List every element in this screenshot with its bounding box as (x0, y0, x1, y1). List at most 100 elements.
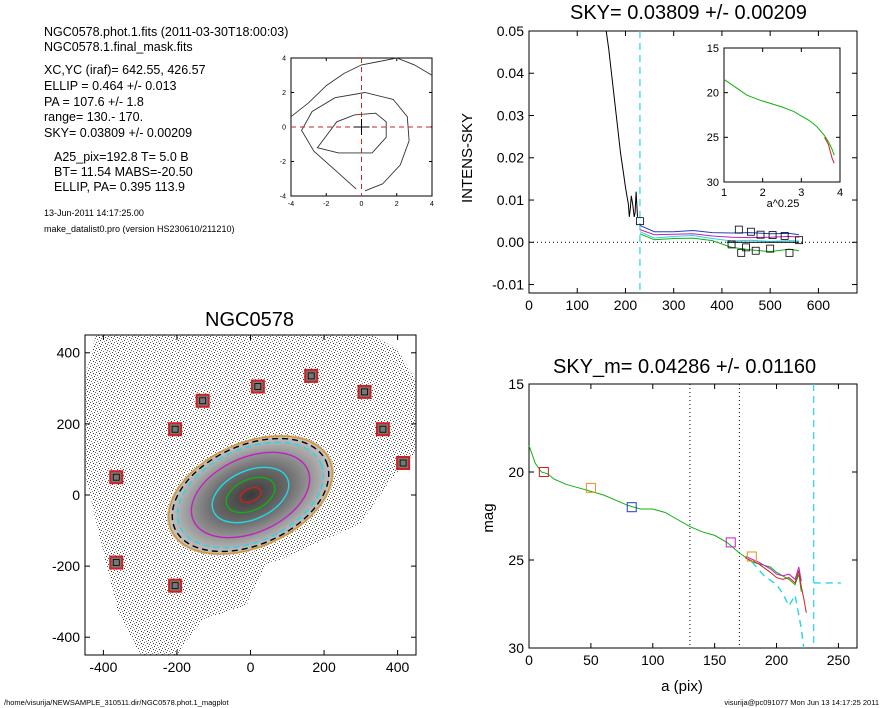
sbprofile-xtick-label: 100 (641, 652, 665, 668)
sbprofile-ytick-label: 15 (508, 376, 524, 392)
isophote-ellipse (190, 451, 311, 539)
isophote-ellipse (239, 486, 262, 504)
contour-xtick-label: -4 (288, 201, 294, 208)
galaxy-ytick-label: -400 (52, 629, 80, 645)
sky-box-inner (399, 459, 407, 467)
isophote-ellipse (168, 435, 333, 555)
contour-line (301, 92, 410, 192)
axis-labels: INTENS-SKY mag a (pix) a^0.25 (459, 113, 799, 695)
sky-box-inner (379, 425, 387, 433)
contour-xtick-label: 4 (430, 201, 434, 208)
sky-box (168, 422, 183, 437)
sky-xtick-label: 600 (807, 297, 831, 313)
sbprofile-ytick-label: 25 (508, 552, 524, 568)
header-pa: PA = 107.6 +/- 1.8 (44, 95, 144, 109)
sky-ytick-label: 0.01 (497, 192, 524, 208)
header-date: 13-Jun-2011 14:17:25.00 (44, 208, 144, 218)
galaxy-panel: -400 -200 0 200 400 -400 -200 0 200 400 (52, 334, 417, 675)
sky-box (250, 379, 265, 394)
sky-plot-title: SKY= 0.03809 +/- 0.00209 (570, 2, 807, 24)
sky-marker (768, 231, 777, 240)
galaxy-ytick-label: -200 (52, 558, 80, 574)
sky-series-line (605, 30, 638, 218)
sky-box-inner (199, 397, 207, 405)
sbprofile-xtick-label: 200 (765, 652, 789, 668)
sky-box-inner (171, 582, 179, 590)
sky-xtick-label: 0 (525, 297, 533, 313)
contour-panel: -4 -2 0 2 4 -4 -2 0 2 4 (280, 55, 434, 208)
contour-ytick-label: 2 (282, 90, 286, 97)
profile-series-line (528, 445, 802, 592)
sky-box (109, 470, 124, 485)
sky-box-inner (171, 425, 179, 433)
inset-panel: 1 2 3 4 15 20 25 30 (707, 43, 843, 199)
sky-series-line (639, 233, 800, 253)
galaxy-xtick-label: -200 (163, 659, 191, 675)
sbprofile-ytick-label: 20 (508, 464, 524, 480)
header-bt: BT= 11.54 MABS=-20.50 (54, 165, 193, 179)
galaxy-light (167, 434, 334, 556)
sky-ytick-label: 0.03 (497, 107, 524, 123)
inset-xtick-label: 2 (760, 187, 766, 199)
sky-ytick-label: 0.04 (497, 65, 524, 81)
sky-marker (795, 236, 804, 245)
sky-box (304, 368, 319, 383)
isophote-ellipse (171, 437, 330, 553)
profile-marker (746, 551, 757, 562)
sbprofile-xtick-label: 50 (583, 652, 599, 668)
galaxy-xtick-label: 200 (312, 659, 336, 675)
sky-marker (636, 217, 644, 226)
sky-marker (780, 232, 789, 240)
contour-ytick-label: -4 (280, 193, 286, 200)
galaxy-ytick-label: 0 (72, 487, 80, 503)
sky-xtick-label: 500 (758, 297, 782, 313)
sky-frame (528, 30, 858, 294)
galaxy-xtick-label: 400 (386, 659, 410, 675)
header-line1: NGC0578.phot.1.fits (2011-03-30T18:00:03… (44, 25, 289, 39)
footer-user: visurija@pc091077 Mon Jun 13 14:17:25 20… (724, 698, 879, 707)
sky-marker (785, 248, 794, 257)
profile-title: SKY_m= 0.04286 +/- 0.01160 (553, 356, 817, 378)
galaxy-xtick-label: 0 (247, 659, 255, 675)
header-xcyc: XC,YC (iraf)= 642.55, 426.57 (44, 63, 206, 77)
sky-box-inner (112, 473, 120, 481)
contour-xtick-label: -2 (323, 201, 329, 208)
inset-ytick-label: 30 (707, 177, 719, 189)
profile-marker (538, 467, 549, 477)
inset-ytick-label: 20 (707, 88, 719, 100)
sbprofile-ytick-label: 30 (508, 640, 524, 656)
sky-xtick-label: 300 (662, 297, 686, 313)
sky-marker (751, 246, 760, 255)
sbprofile-xtick-label: 0 (525, 652, 533, 668)
sky-xtick-label: 100 (566, 297, 590, 313)
header-program: make_datalist0.pro (version HS230610/211… (44, 224, 235, 234)
sky-panel: 0 100 200 300 400 500 600 -0.01 0.00 0.01 0.02 0.03… (492, 23, 858, 313)
sky-box-inner (307, 372, 315, 380)
sky-series-line (639, 229, 800, 239)
contour-xtick-label: 2 (395, 201, 399, 208)
header-ellip-pa: ELLIP, PA= 0.395 113.9 (54, 180, 186, 194)
profile-series-line (745, 556, 802, 582)
galaxy-xtick-label: -400 (89, 659, 117, 675)
profile-ylabel: mag (480, 503, 497, 532)
sky-marker (766, 244, 775, 253)
sky-box-inner (254, 383, 262, 390)
isophote-ellipse (176, 441, 325, 549)
header-sky: SKY= 0.03809 +/- 0.00209 (44, 126, 193, 140)
sky-box (357, 384, 372, 399)
inset-frame (723, 47, 841, 183)
sbprofile-frame (528, 383, 858, 649)
inset-background (724, 48, 840, 182)
inset-series-line (824, 137, 835, 164)
sky-box-inner (112, 559, 120, 566)
header-line2: NGC0578.1.final_mask.fits (44, 40, 193, 54)
sky-box (195, 393, 210, 408)
sky-marker (756, 230, 765, 239)
inset-series-line (723, 78, 835, 156)
sky-series-line (639, 224, 800, 236)
header-range: range= 130.- 170. (44, 110, 144, 124)
profile-marker (725, 537, 736, 548)
inset-xtick-label: 1 (721, 187, 727, 199)
sky-marker (742, 243, 750, 252)
